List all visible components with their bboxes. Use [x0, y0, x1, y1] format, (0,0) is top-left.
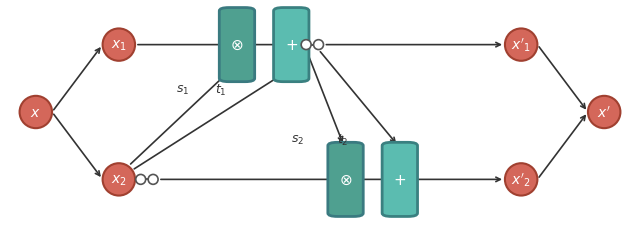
- Text: $+$: $+$: [285, 38, 298, 53]
- Text: $+$: $+$: [393, 172, 406, 187]
- Text: $\otimes$: $\otimes$: [230, 38, 244, 53]
- Text: $s_1$: $s_1$: [176, 84, 189, 97]
- Text: $x_2$: $x_2$: [111, 172, 127, 187]
- Ellipse shape: [301, 40, 311, 50]
- Ellipse shape: [102, 29, 135, 61]
- Ellipse shape: [505, 29, 538, 61]
- Ellipse shape: [588, 96, 620, 129]
- Text: $x'_2$: $x'_2$: [511, 171, 531, 188]
- Ellipse shape: [505, 164, 538, 196]
- FancyBboxPatch shape: [382, 143, 417, 216]
- Text: $x'$: $x'$: [597, 105, 611, 120]
- Text: $x$: $x$: [31, 106, 41, 119]
- Text: $s_2$: $s_2$: [291, 133, 304, 146]
- FancyBboxPatch shape: [273, 9, 309, 82]
- Text: $t_1$: $t_1$: [215, 83, 227, 98]
- Text: $\otimes$: $\otimes$: [339, 172, 352, 187]
- FancyBboxPatch shape: [220, 9, 255, 82]
- Text: $x_1$: $x_1$: [111, 38, 127, 53]
- Ellipse shape: [136, 175, 146, 184]
- Text: $x'_1$: $x'_1$: [511, 37, 531, 54]
- Ellipse shape: [102, 164, 135, 196]
- Ellipse shape: [148, 175, 158, 184]
- Ellipse shape: [20, 96, 52, 129]
- Ellipse shape: [314, 40, 323, 50]
- Text: $t_2$: $t_2$: [337, 132, 348, 147]
- FancyBboxPatch shape: [328, 143, 364, 216]
